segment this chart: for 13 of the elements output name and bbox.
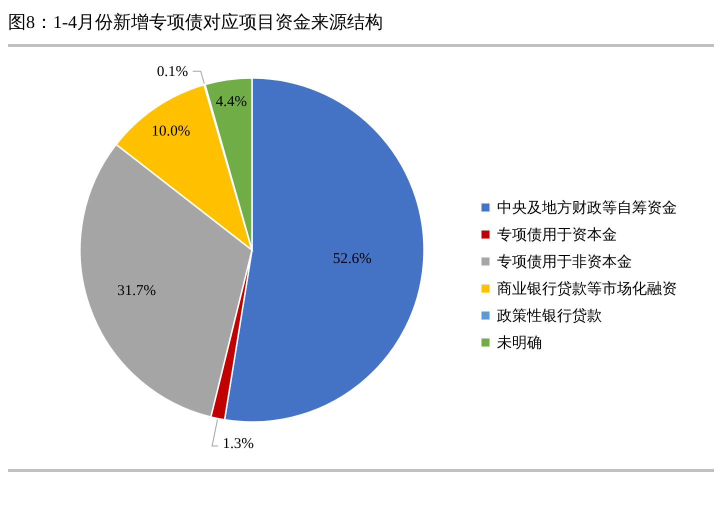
legend-label: 未明确: [497, 334, 542, 352]
data-label: 0.1%: [156, 64, 188, 80]
legend-label: 中央及地方财政等自筹资金: [497, 200, 677, 216]
data-label: 4.4%: [216, 94, 247, 110]
legend-label: 专项债用于资本金: [497, 226, 617, 244]
data-label: 31.7%: [117, 283, 156, 300]
data-label: 10.0%: [151, 123, 190, 140]
legend-label: 商业银行贷款等市场化融资: [497, 280, 677, 298]
legend-label: 政策性银行贷款: [497, 308, 602, 324]
chart-title: 图8：1-4月份新增专项债对应项目资金来源结构: [8, 12, 383, 32]
data-label: 52.6%: [332, 251, 372, 268]
legend-label: 专项债用于非资本金: [497, 254, 632, 270]
data-label: 1.3%: [222, 436, 254, 452]
